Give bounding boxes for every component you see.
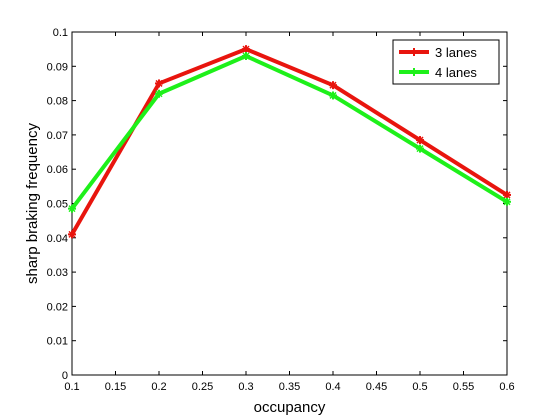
legend-box [392,39,500,85]
series-2 [68,52,511,213]
series-line [70,54,509,210]
legend-entry: 3 lanes [399,45,477,60]
x-tick-label: 0.35 [279,381,300,393]
series-layer [68,45,511,239]
x-tick-label: 0.4 [325,381,340,393]
data-point [68,204,76,213]
data-point [242,45,250,54]
x-tick-label: 0.3 [238,381,253,393]
legend-label: 3 lanes [435,45,477,60]
y-tick-label: 0 [62,370,68,382]
data-point [242,52,250,61]
y-tick-label: 0.07 [47,130,68,142]
x-axis-label: occupancy [254,399,326,416]
y-tick-label: 0.1 [53,27,68,39]
x-tick-label: 0.6 [499,381,514,393]
y-tick-label: 0.09 [47,61,68,73]
y-axis-label: sharp braking frequency [24,123,41,284]
y-tick-label: 0.01 [47,336,68,348]
x-tick-label: 0.2 [151,381,166,393]
data-point [155,79,163,88]
data-point [68,230,76,239]
legend-label: 4 lanes [435,65,477,80]
x-tick-label: 0.55 [453,381,474,393]
x-axis-ticks: 0.1 0.15 0.2 0.25 0.3 0.35 0.4 0.45 0.5 0.55 0.6 [64,32,515,393]
data-point [503,197,511,206]
data-point [155,89,163,98]
plot-area [71,31,508,376]
data-point [503,190,511,199]
legend: 3 lanes 4 lanes [392,39,500,85]
data-point [416,136,424,145]
x-tick-label: 0.15 [105,381,126,393]
y-axis-ticks: 0 0.01 0.02 0.03 0.04 0.05 0.06 0.07 0.08 0.09 0.1 [47,27,507,382]
y-tick-label: 0.02 [47,301,68,313]
data-point [329,91,337,100]
y-tick-label: 0.06 [47,164,68,176]
x-tick-label: 0.1 [64,381,79,393]
y-tick-label: 0.03 [47,267,68,279]
x-tick-label: 0.25 [192,381,213,393]
data-point [329,81,337,90]
x-tick-label: 0.45 [366,381,387,393]
y-tick-label: 0.08 [47,96,68,108]
x-tick-label: 0.5 [412,381,427,393]
legend-entries: 3 lanes 4 lanes [399,45,477,80]
data-point [416,144,424,153]
y-tick-label: 0.04 [47,233,68,245]
series-1 [68,45,511,239]
legend-entry: 4 lanes [399,65,477,80]
series-line [70,47,509,236]
y-tick-label: 0.05 [47,199,68,211]
